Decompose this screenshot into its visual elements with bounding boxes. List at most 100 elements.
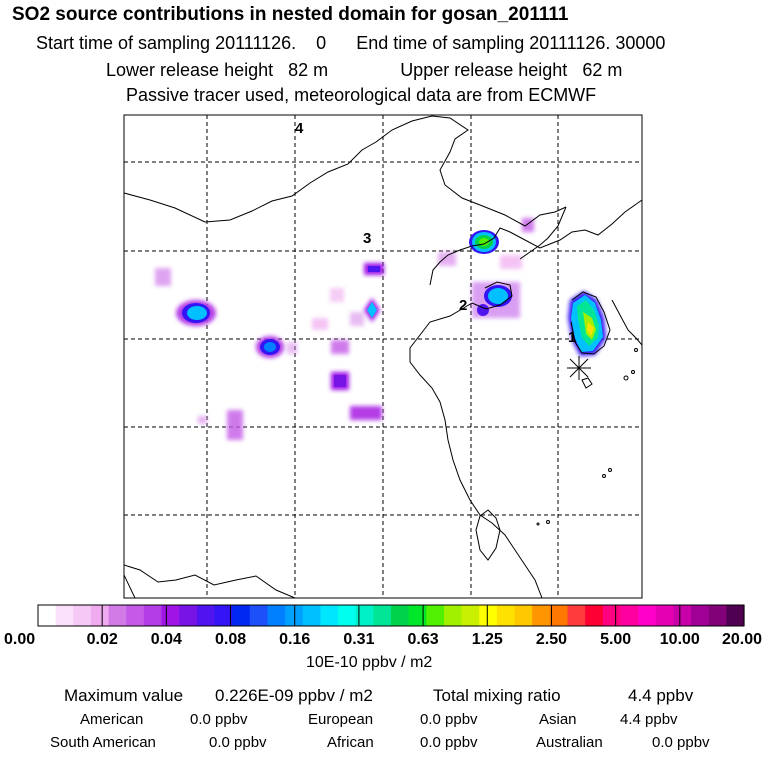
colorbar-segment — [585, 605, 604, 626]
colorbar-segment — [620, 605, 639, 626]
colorbar-units: 10E-10 ppbv / m2 — [306, 654, 433, 671]
colorbar-segment — [708, 605, 727, 626]
upper-release-label: Upper release height — [400, 60, 568, 80]
colorbar-segment — [461, 605, 480, 626]
region-south-american-value: 0.0 ppbv — [209, 734, 267, 751]
region-australian-label: Australian — [536, 734, 603, 751]
total-mixing-label: Total mixing ratio — [433, 686, 561, 705]
region-african-value: 0.0 ppbv — [420, 734, 478, 751]
colorbar-segment — [673, 605, 692, 626]
release-heights: Lower release height 82 m Upper release … — [106, 60, 622, 81]
colorbar-segment — [479, 605, 498, 626]
colorbar-segment — [126, 605, 145, 626]
colorbar-segment — [232, 605, 251, 626]
plume-north-china — [438, 218, 534, 318]
plume-west-central — [256, 336, 297, 358]
lower-release-value: 82 m — [288, 60, 329, 80]
max-value: 0.226E-09 ppbv / m2 — [215, 686, 373, 705]
colorbar-segment — [655, 605, 674, 626]
colorbar-tick-label: 2.50 — [536, 631, 567, 648]
colorbar-segment — [726, 605, 745, 626]
colorbar-segment — [638, 605, 657, 626]
region-american-value: 0.0 ppbv — [190, 711, 248, 728]
colorbar-segment — [443, 605, 463, 626]
colorbar-frame — [37, 604, 745, 627]
colorbar-segment — [391, 605, 410, 626]
colorbar-segment — [320, 605, 339, 626]
graticule — [124, 115, 642, 598]
colorbar-segment — [602, 605, 622, 626]
colorbar-segment — [496, 605, 516, 626]
colorbar-tick-labels: 0.00 0.02 0.04 0.08 0.16 0.31 0.63 1.25 2.50 5.00… — [4, 631, 762, 648]
plume-west — [155, 268, 216, 326]
region-american-label: American — [80, 711, 144, 728]
colorbar-segment — [691, 605, 710, 626]
region-label-3: 3 — [363, 230, 371, 247]
colorbar-segment — [161, 605, 180, 626]
colorbar: 0.00 0.02 0.04 0.08 0.16 0.31 0.63 1.25 2.50 5.00… — [4, 604, 762, 648]
sampling-times: Start time of sampling 20111126. 0 End t… — [36, 33, 665, 54]
colorbar-segment — [302, 605, 321, 626]
colorbar-dividers — [101, 605, 681, 626]
colorbar-tick-label: 0.04 — [151, 631, 182, 648]
colorbar-tick-label: 10.00 — [660, 631, 700, 648]
region-label-2: 2 — [459, 297, 467, 314]
colorbar-segment — [549, 605, 569, 626]
colorbar-segment — [567, 605, 586, 626]
region-australian-value: 0.0 ppbv — [652, 734, 710, 751]
plume-korea — [568, 291, 606, 356]
colorbar-segment — [514, 605, 533, 626]
colorbar-segment — [108, 605, 127, 626]
tracer-note: Passive tracer used, meteorological data… — [126, 85, 597, 105]
start-time-label: Start time of sampling 20111126. — [36, 33, 297, 53]
colorbar-segment — [285, 605, 304, 626]
max-value-label: Maximum value — [64, 686, 184, 705]
colorbar-tick-label: 1.25 — [472, 631, 503, 648]
colorbar-tick-label: 20.00 — [722, 631, 762, 648]
total-mixing-value: 4.4 ppbv — [628, 686, 694, 705]
colorbar-segment — [373, 605, 392, 626]
end-time: End time of sampling 20111126. 30000 — [356, 33, 666, 53]
colorbar-tick-label: 0.16 — [279, 631, 310, 648]
colorbar-segment — [426, 605, 445, 626]
colorbar-segment — [196, 605, 216, 626]
colorbar-segment — [38, 605, 57, 626]
colorbar-segment — [179, 605, 198, 626]
region-european-label: European — [308, 711, 374, 728]
colorbar-tick-label: 0.02 — [87, 631, 118, 648]
colorbar-segment — [267, 605, 286, 626]
colorbar-segment — [73, 605, 92, 626]
start-time-value: 0 — [316, 33, 327, 53]
colorbar-segment — [143, 605, 163, 626]
colorbar-segment — [249, 605, 269, 626]
colorbar-tick-label: 0.00 — [4, 631, 35, 648]
colorbar-tick-label: 5.00 — [600, 631, 631, 648]
colorbar-segment — [338, 605, 357, 626]
region-european-value: 0.0 ppbv — [420, 711, 478, 728]
lower-release-label: Lower release height — [106, 60, 274, 80]
colorbar-tick-label: 0.63 — [408, 631, 439, 648]
region-label-4: 4 — [295, 120, 304, 137]
coastlines — [124, 115, 642, 598]
colorbar-tick-label: 0.31 — [343, 631, 374, 648]
region-south-american-label: South American — [50, 734, 156, 751]
colorbar-segment — [532, 605, 551, 626]
colorbar-segment — [55, 605, 74, 626]
plume-central — [198, 263, 384, 440]
colorbar-segment — [214, 605, 233, 626]
colorbar-segments — [38, 605, 745, 626]
concentration-field — [155, 218, 606, 440]
islands — [536, 348, 638, 526]
colorbar-tick-label: 0.08 — [215, 631, 246, 648]
plot-title: SO2 source contributions in nested domai… — [12, 4, 569, 25]
region-asian-label: Asian — [539, 711, 577, 728]
map-frame — [123, 114, 643, 599]
colorbar-segment — [408, 605, 427, 626]
region-african-label: African — [327, 734, 374, 751]
receptor-star-icon — [567, 356, 591, 380]
region-asian-value: 4.4 ppbv — [620, 711, 678, 728]
colorbar-segment — [355, 605, 374, 626]
region-label-1: 1 — [568, 329, 576, 346]
colorbar-segment — [90, 605, 110, 626]
